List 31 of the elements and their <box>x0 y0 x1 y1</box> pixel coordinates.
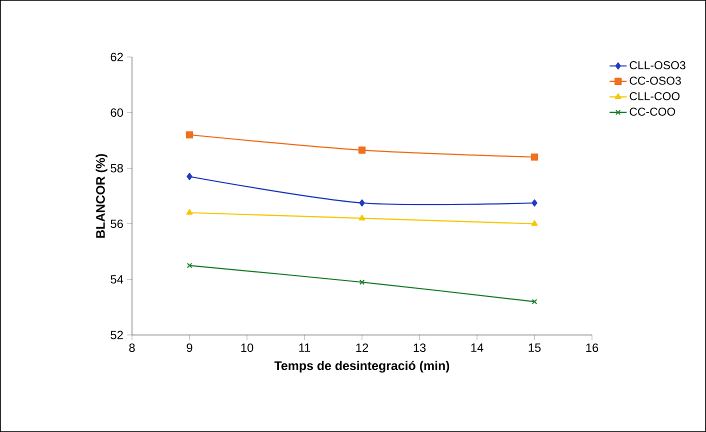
point <box>186 209 193 215</box>
x-axis-title: Temps de desintegració (min) <box>274 360 450 373</box>
x-tick-label: 16 <box>586 344 598 352</box>
x-tick-label: 14 <box>471 344 484 352</box>
y-tick-label: 62 <box>110 52 123 62</box>
y-axis-title: BLANCOR (%) <box>96 154 108 238</box>
point <box>186 172 192 180</box>
x-tick-label: 10 <box>241 344 254 352</box>
y-tick-label: 56 <box>110 220 123 228</box>
x-tick-label: 13 <box>414 344 426 352</box>
x-tick-label: 8 <box>129 344 135 352</box>
legend-label: CC-OSO3 <box>630 76 681 85</box>
point <box>531 220 538 226</box>
y-tick-label: 60 <box>110 108 124 117</box>
x-tick-label: 12 <box>356 344 368 352</box>
point <box>530 153 538 161</box>
y-tick-label: 54 <box>110 275 124 284</box>
point <box>186 131 194 138</box>
x-tick-label: 11 <box>299 344 310 352</box>
legend-label: CLL-OSO3 <box>630 61 686 70</box>
point <box>358 146 366 154</box>
x-tick-label: 15 <box>528 344 541 352</box>
point <box>358 214 366 220</box>
legend-label: CC-COO <box>630 108 676 116</box>
y-tick-label: 58 <box>110 164 123 172</box>
x-tick-label: 9 <box>186 344 192 352</box>
point <box>532 199 538 207</box>
point <box>359 279 365 285</box>
point <box>359 199 365 207</box>
y-tick-label: 52 <box>110 330 123 340</box>
legend-label: CLL-COO <box>630 92 680 100</box>
